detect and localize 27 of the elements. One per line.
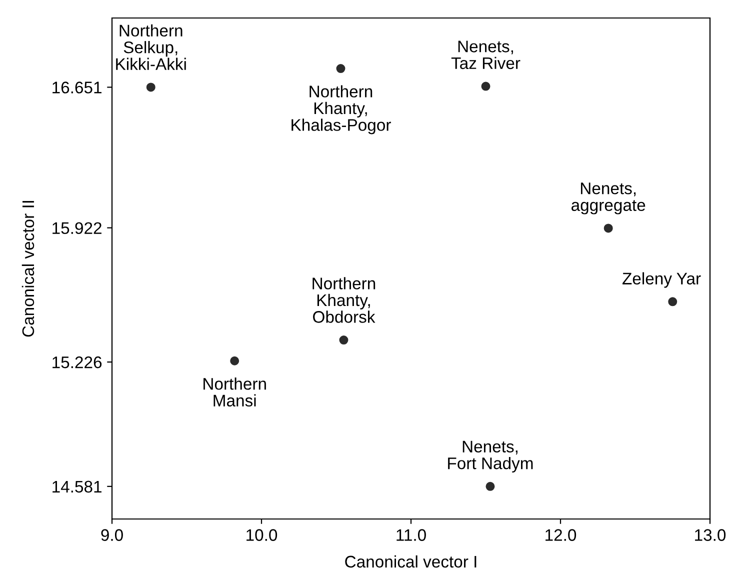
point [486, 482, 495, 491]
point [668, 297, 678, 306]
annotation: Nenets, aggregate [572, 182, 646, 214]
x-tick-label: 10.0 [246, 529, 278, 541]
x-tick-label: 11.0 [396, 529, 426, 541]
x-tick-label: 12.0 [546, 529, 576, 541]
x-tick-label: 13.0 [695, 529, 726, 541]
point [336, 64, 346, 74]
annotation: Northern Khanty, Khalas-Pogor [292, 85, 391, 134]
annotation: Northern Mansi [204, 378, 266, 407]
point [604, 224, 613, 233]
point [230, 356, 240, 366]
annotation: Nenets, Fort Nadym [448, 440, 533, 473]
point [481, 82, 490, 91]
x-tick-label: 9.0 [101, 529, 123, 541]
y-tick-label: 15.226 [52, 356, 102, 368]
point [339, 336, 348, 345]
y-tick-label: 16.651 [52, 82, 102, 94]
annotation: Northern Khanty, Obdorsk [312, 277, 376, 323]
y-tick-label: 15.922 [52, 222, 102, 234]
annotation: Zeleny Yar [622, 272, 701, 288]
y-tick-label: 14.581 [52, 480, 102, 493]
x-axis-title: Canonical vector I [345, 555, 476, 568]
point [146, 82, 156, 92]
annotation: Northern Selkup, Kikki-Akki [116, 24, 186, 70]
annotation: Nenets, Taz River [451, 40, 520, 70]
y-axis-title: Canonical vector II [22, 201, 34, 337]
